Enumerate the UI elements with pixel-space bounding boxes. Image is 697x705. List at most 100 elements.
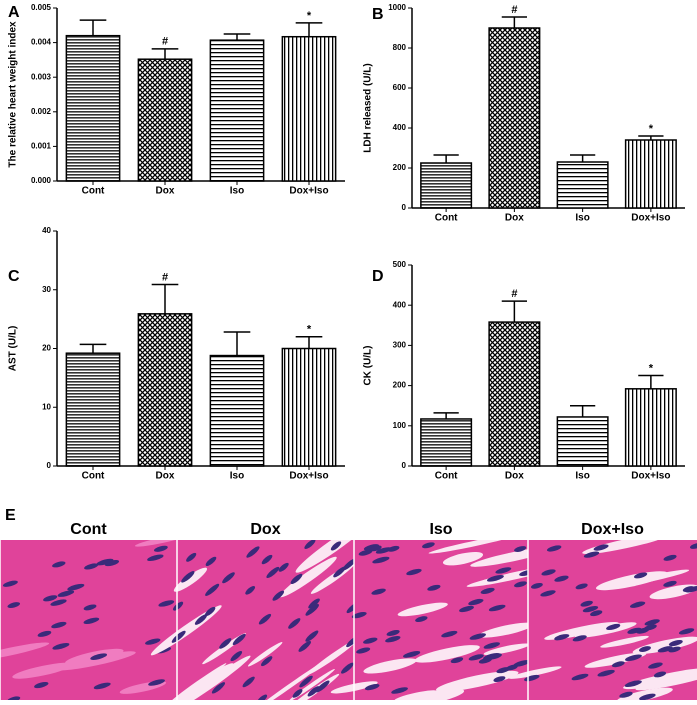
tissue-gap	[394, 690, 439, 700]
nucleus	[7, 602, 21, 609]
bar	[556, 161, 609, 209]
y-tick-label: 30	[42, 285, 51, 294]
nucleus	[625, 654, 642, 662]
nucleus	[96, 558, 114, 566]
error-bar	[151, 48, 179, 60]
bar	[65, 34, 121, 182]
nucleus	[513, 659, 531, 667]
y-axis-label: CK (U/L)	[363, 346, 374, 386]
tissue-gap	[0, 642, 50, 661]
tissue-gap	[436, 670, 519, 692]
nucleus	[205, 583, 220, 596]
nucleus	[483, 642, 500, 649]
bar	[65, 352, 121, 467]
nucleus	[51, 621, 67, 629]
significance-marker: *	[649, 362, 654, 374]
nucleus	[554, 575, 569, 582]
bar	[556, 416, 609, 467]
y-tick-label: 100	[393, 421, 407, 430]
tissue-gap	[414, 645, 480, 663]
nucleus	[403, 651, 421, 658]
nucleus	[363, 637, 378, 644]
nucleus	[371, 588, 386, 595]
nucleus	[493, 676, 506, 683]
x-tick-label: Dox+Iso	[631, 213, 670, 224]
bar	[488, 321, 541, 467]
nucleus	[305, 630, 319, 642]
tissue-gap	[574, 622, 637, 638]
image-title: Cont	[70, 521, 107, 538]
nucleus	[307, 686, 320, 697]
nucleus	[441, 630, 458, 638]
nucleus	[468, 598, 484, 606]
nucleus	[7, 696, 21, 700]
nucleus	[84, 563, 99, 570]
bar	[209, 354, 265, 467]
nucleus	[222, 572, 235, 584]
nucleus	[83, 604, 97, 611]
image-title: Dox	[250, 521, 280, 538]
nucleus	[406, 568, 422, 576]
tissue-gap	[134, 540, 192, 547]
nucleus	[663, 554, 677, 561]
nucleus	[644, 619, 660, 626]
y-tick-label: 600	[393, 83, 407, 92]
nucleus	[356, 647, 371, 654]
nucleus	[52, 561, 66, 568]
x-tick-label: Cont	[82, 471, 105, 482]
nucleus	[50, 599, 67, 606]
nucleus	[145, 638, 161, 645]
nucleus	[514, 546, 527, 552]
nucleus	[272, 590, 285, 601]
nucleus	[391, 687, 408, 694]
error-bar	[223, 331, 251, 356]
bar	[624, 139, 677, 209]
y-tick-label: 20	[42, 344, 51, 353]
error-bar	[295, 336, 323, 349]
nucleus	[181, 571, 195, 583]
y-tick-label: 0.005	[31, 3, 52, 12]
y-tick-label: 300	[393, 341, 407, 350]
nucleus	[629, 601, 646, 608]
tissue-gap	[508, 666, 562, 679]
nucleus	[372, 556, 390, 564]
tissue-gap	[56, 651, 136, 671]
nucleus	[205, 556, 217, 567]
tissue-gap	[279, 556, 337, 598]
y-tick-label: 0	[47, 461, 52, 470]
x-tick-label: Dox+Iso	[289, 186, 328, 197]
panel-label: B	[372, 6, 384, 23]
x-tick-label: Cont	[435, 471, 458, 482]
nucleus	[514, 581, 527, 588]
nucleus	[385, 636, 401, 643]
error-bar	[151, 283, 179, 314]
bar	[137, 313, 193, 467]
nucleus	[194, 614, 208, 625]
nucleus	[554, 634, 570, 641]
tissue-gap	[595, 571, 668, 591]
significance-marker: *	[307, 10, 312, 22]
nucleus	[154, 545, 168, 552]
nucleus	[93, 682, 111, 690]
nucleus	[258, 613, 272, 625]
panel-label: C	[8, 268, 20, 285]
nucleus	[575, 583, 588, 590]
nucleus	[469, 633, 486, 640]
nucleus	[2, 580, 18, 587]
nucleus	[148, 679, 165, 686]
nucleus	[624, 680, 642, 687]
significance-marker: #	[162, 271, 168, 283]
nucleus	[266, 566, 280, 579]
nucleus	[358, 549, 373, 556]
image-title: Dox+Iso	[581, 521, 644, 538]
y-tick-label: 10	[42, 402, 51, 411]
nucleus	[299, 675, 313, 688]
nucleus	[298, 640, 312, 652]
error-bar	[295, 22, 323, 37]
nucleus	[375, 547, 392, 554]
nucleus	[232, 633, 246, 646]
error-bar	[79, 19, 107, 36]
bar	[420, 162, 473, 209]
nucleus	[689, 543, 697, 549]
nucleus	[37, 630, 52, 637]
